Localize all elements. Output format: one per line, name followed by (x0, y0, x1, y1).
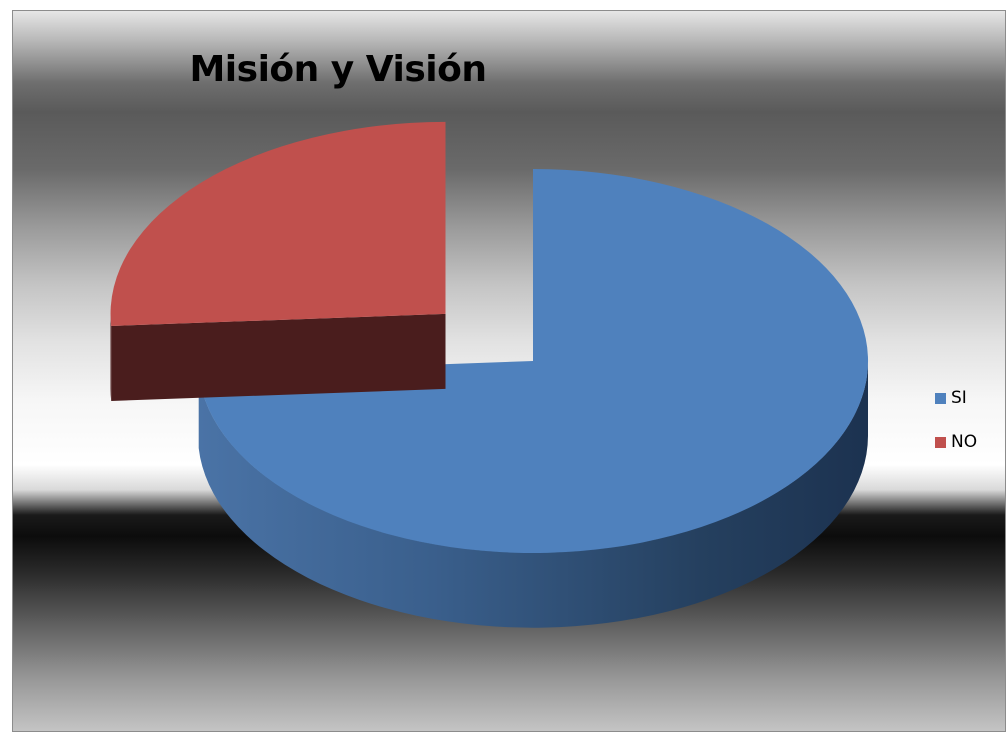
chart-title: Misión y Visión (189, 49, 487, 90)
pie-slice-no-cut-face-0 (111, 313, 446, 401)
pie-slice-no-top (110, 121, 446, 327)
legend-swatch-si (935, 392, 946, 404)
pie-slice-si-top (198, 169, 869, 553)
pie-chart (110, 121, 869, 628)
pie-slice-si-side (198, 361, 868, 628)
legend-item-si: SI (935, 385, 977, 411)
legend-label-si: SI (951, 388, 967, 408)
pie-slice-no (110, 121, 446, 401)
pie-slice-si (198, 169, 869, 628)
legend-swatch-no (935, 436, 946, 448)
pie-slice-no-side (110, 313, 112, 401)
chart-area: Misión y Visión SI NO (12, 10, 1006, 732)
chart-legend: SI NO (935, 385, 977, 473)
legend-label-no: NO (951, 432, 978, 452)
legend-item-no: NO (935, 429, 977, 455)
